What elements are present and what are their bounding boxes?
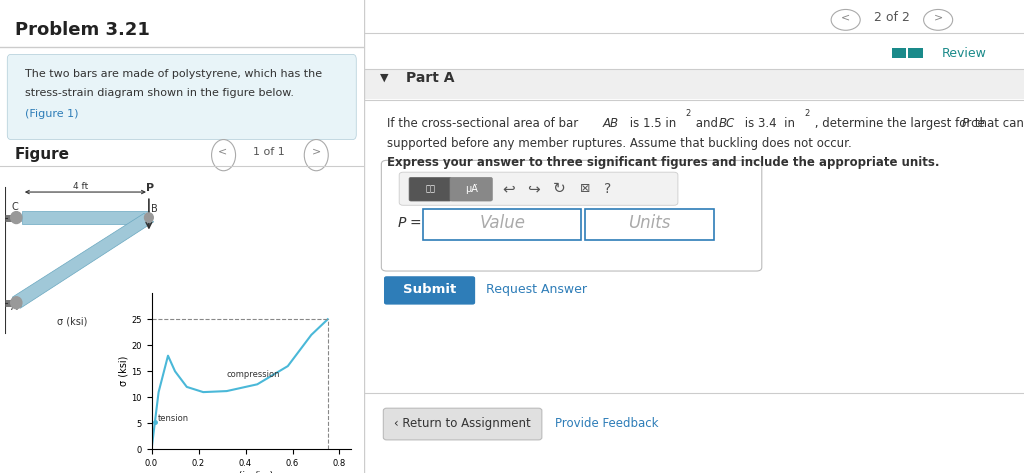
FancyBboxPatch shape	[384, 276, 475, 305]
Text: (Figure 1): (Figure 1)	[26, 109, 79, 119]
Text: <: <	[841, 12, 850, 23]
Text: 2: 2	[805, 109, 810, 118]
Text: ↩: ↩	[503, 181, 515, 196]
Text: tension: tension	[158, 414, 188, 423]
Text: , determine the largest force: , determine the largest force	[811, 117, 989, 130]
Polygon shape	[12, 213, 154, 308]
Text: is 3.4  in: is 3.4 in	[741, 117, 796, 130]
Circle shape	[10, 297, 22, 309]
Text: ?: ?	[604, 182, 611, 196]
Text: supported before any member ruptures. Assume that buckling does not occur.: supported before any member ruptures. As…	[387, 137, 851, 150]
Text: <: <	[218, 147, 227, 157]
Bar	[423, 209, 582, 240]
Text: C: C	[11, 202, 17, 212]
Text: ↻: ↻	[553, 181, 565, 196]
Text: Request Answer: Request Answer	[485, 283, 587, 297]
Text: and: and	[692, 117, 722, 130]
Text: ‹ Return to Assignment: ‹ Return to Assignment	[394, 417, 531, 430]
Text: AB: AB	[602, 117, 618, 130]
Text: compression: compression	[226, 369, 281, 378]
Text: ⊠: ⊠	[581, 182, 591, 195]
Bar	[892, 48, 906, 58]
Circle shape	[10, 211, 22, 224]
Text: Review: Review	[941, 47, 986, 60]
Text: ▼: ▼	[380, 73, 388, 83]
Bar	[908, 48, 923, 58]
Text: Submit: Submit	[402, 283, 457, 297]
Text: B: B	[151, 204, 158, 214]
Text: The two bars are made of polystyrene, which has the: The two bars are made of polystyrene, wh…	[26, 69, 323, 79]
Bar	[364, 70, 1024, 99]
FancyBboxPatch shape	[7, 54, 356, 140]
Text: Figure: Figure	[14, 147, 70, 162]
Text: Units: Units	[629, 214, 671, 232]
Text: that can be: that can be	[971, 117, 1024, 130]
X-axis label: ε (in./in.): ε (in./in.)	[229, 471, 273, 473]
Y-axis label: σ (ksi): σ (ksi)	[119, 356, 129, 386]
Text: stress-strain diagram shown in the figure below.: stress-strain diagram shown in the figur…	[26, 88, 295, 97]
Text: 1 of 1: 1 of 1	[253, 147, 285, 157]
FancyBboxPatch shape	[383, 408, 542, 440]
Text: 2 of 2: 2 of 2	[873, 11, 910, 24]
Text: 4 ft: 4 ft	[74, 182, 89, 191]
Text: ↪: ↪	[527, 181, 541, 196]
Text: is 1.5 in: is 1.5 in	[626, 117, 676, 130]
Text: Express your answer to three significant figures and include the appropriate uni: Express your answer to three significant…	[387, 156, 939, 169]
Text: BC: BC	[718, 117, 734, 130]
Circle shape	[144, 213, 154, 222]
Text: P: P	[146, 183, 155, 193]
Text: >: >	[934, 12, 943, 23]
Text: P: P	[962, 117, 969, 130]
Text: Provide Feedback: Provide Feedback	[555, 417, 658, 430]
Text: μÄ: μÄ	[465, 184, 477, 194]
Text: A: A	[11, 302, 17, 312]
Text: Part A: Part A	[407, 71, 455, 85]
Text: σ (ksi): σ (ksi)	[57, 316, 87, 326]
FancyBboxPatch shape	[399, 172, 678, 205]
Text: Value: Value	[479, 214, 525, 232]
Text: ⯈⯉: ⯈⯉	[425, 184, 435, 193]
Text: $P$ =: $P$ =	[396, 216, 422, 230]
Text: If the cross-sectional area of bar: If the cross-sectional area of bar	[387, 117, 582, 130]
Bar	[585, 209, 714, 240]
Polygon shape	[22, 211, 148, 224]
Text: Problem 3.21: Problem 3.21	[14, 21, 150, 39]
Text: >: >	[311, 147, 321, 157]
Text: 2: 2	[685, 109, 690, 118]
FancyBboxPatch shape	[381, 160, 762, 271]
FancyBboxPatch shape	[450, 177, 493, 201]
FancyBboxPatch shape	[410, 177, 452, 201]
